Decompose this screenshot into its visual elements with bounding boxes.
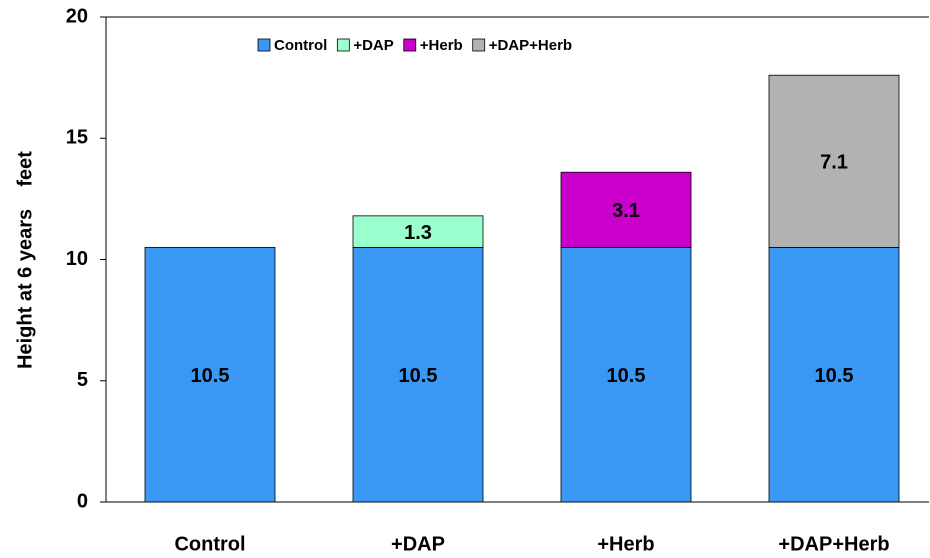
legend-swatch (403, 38, 417, 52)
bar-segment (768, 74, 900, 248)
data-label: 3.1 (612, 200, 640, 222)
data-label: 10.5 (191, 365, 230, 387)
y-tick-label: 0 (77, 490, 88, 512)
data-label: 10.5 (607, 365, 646, 387)
data-label: 7.1 (820, 152, 848, 174)
y-tick-label: 10 (66, 248, 88, 270)
legend-swatch (472, 38, 486, 52)
bar-segment (352, 246, 484, 503)
y-axis-label: Height at 6 years feet (14, 151, 36, 369)
y-tick-label: 20 (66, 5, 88, 27)
legend-label: Control (274, 37, 327, 54)
legend-swatch (257, 38, 271, 52)
data-label: 10.5 (399, 365, 438, 387)
legend-label: +DAP+Herb (489, 37, 572, 54)
bar-segment (768, 246, 900, 503)
data-label: 1.3 (404, 222, 432, 244)
y-tick-label: 5 (77, 369, 88, 391)
legend-label: +DAP (353, 37, 393, 54)
x-tick-label: Control (174, 533, 245, 555)
x-tick-label: +Herb (597, 533, 654, 555)
bar-segment (560, 246, 692, 503)
bar-segment (144, 246, 276, 503)
bar-segment (560, 171, 692, 248)
y-tick-label: 15 (66, 127, 88, 149)
data-label: 10.5 (815, 365, 854, 387)
bar-segment (352, 215, 484, 248)
x-tick-label: +DAP (391, 533, 445, 555)
legend-swatch (336, 38, 350, 52)
legend-label: +Herb (420, 37, 463, 54)
x-tick-label: +DAP+Herb (778, 533, 889, 555)
